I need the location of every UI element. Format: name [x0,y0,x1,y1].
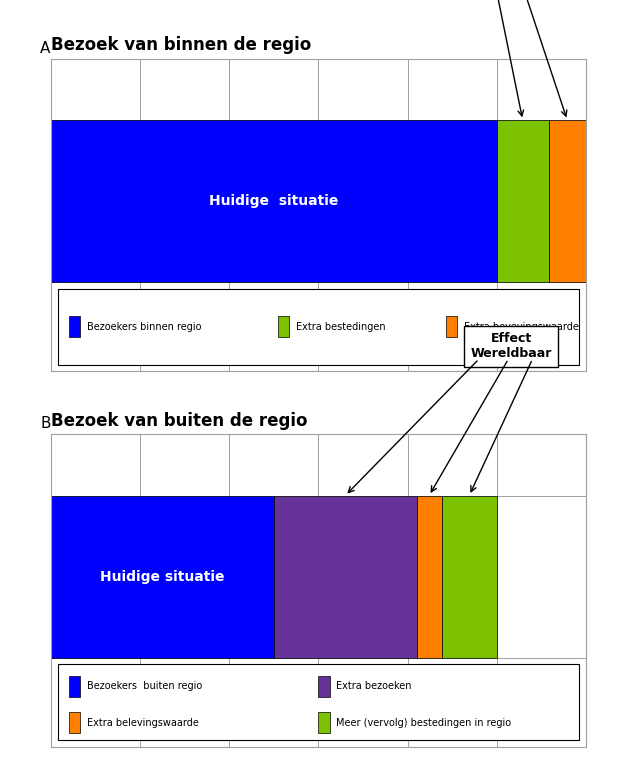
Bar [69,712,80,734]
Text: Bezoekers  buiten regio: Bezoekers buiten regio [87,681,202,691]
Bar [51,496,274,658]
Bar [69,676,80,697]
Text: Bezoek van binnen de regio: Bezoek van binnen de regio [51,36,311,54]
Bar [441,496,497,658]
Text: Huidige  situatie: Huidige situatie [209,194,339,208]
Bar [417,496,441,658]
Bar [318,676,330,697]
Text: Extra bevevingswaarde: Extra bevevingswaarde [464,322,578,332]
Text: B: B [40,416,51,431]
Bar [548,120,586,282]
Text: Effect
Wereldbaar: Effect Wereldbaar [471,332,552,361]
Text: Extra bestedingen: Extra bestedingen [296,322,385,332]
Text: Extra bezoeken: Extra bezoeken [336,681,412,691]
Text: Bezoekers binnen regio: Bezoekers binnen regio [87,322,201,332]
Text: Extra belevingswaarde: Extra belevingswaarde [87,718,199,728]
Bar [274,496,417,658]
Bar [58,289,579,365]
Text: Huidige situatie: Huidige situatie [100,569,225,583]
Text: A: A [40,41,50,56]
Bar [51,120,497,282]
Bar [497,120,548,282]
Bar [69,317,80,337]
Bar [58,664,579,741]
Bar [446,317,457,337]
Bar [278,317,289,337]
Text: Meer (vervolg) bestedingen in regio: Meer (vervolg) bestedingen in regio [336,718,512,728]
Bar [318,712,330,734]
Text: Bezoek van buiten de regio: Bezoek van buiten de regio [51,411,308,429]
